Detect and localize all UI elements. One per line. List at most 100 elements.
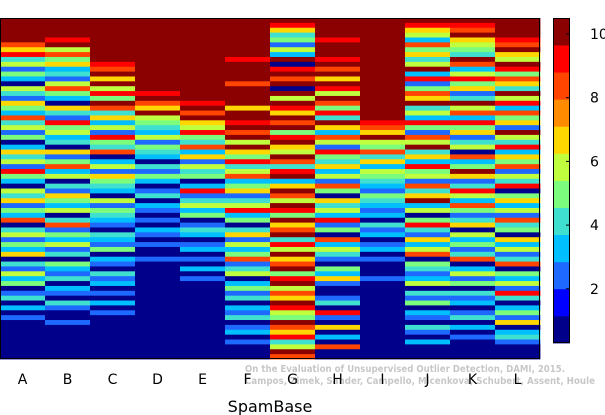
heatmap-cell (270, 227, 316, 233)
heatmap-cell (225, 42, 271, 48)
x-tick-label: I (380, 372, 384, 388)
heatmap-cell (0, 125, 46, 131)
heatmap-cell (405, 324, 451, 331)
heatmap-cell (270, 169, 316, 175)
heatmap-cell (360, 81, 406, 87)
heatmap-cell (495, 81, 541, 87)
heatmap-cell (45, 344, 91, 350)
heatmap-cell (225, 169, 271, 175)
heatmap-cell (405, 18, 451, 24)
heatmap-cell (0, 95, 46, 102)
heatmap-cell (135, 354, 181, 360)
heatmap-cell (495, 100, 541, 107)
heatmap-cell (135, 47, 181, 53)
heatmap-cell (45, 47, 91, 53)
heatmap-cell (180, 276, 226, 282)
heatmap-column-L (495, 18, 541, 360)
heatmap-cell (135, 130, 181, 136)
heatmap-cell (495, 42, 541, 48)
heatmap-cell (135, 139, 181, 146)
heatmap-cell (180, 178, 226, 185)
heatmap-cell (180, 86, 226, 92)
heatmap-cell (315, 154, 361, 160)
heatmap-cell (405, 164, 451, 170)
heatmap-cell (45, 237, 91, 243)
heatmap-cell (180, 100, 226, 107)
heatmap-cell (270, 22, 316, 29)
heatmap-cell (495, 32, 541, 38)
heatmap-cell (270, 315, 316, 321)
heatmap-cell (495, 71, 541, 77)
heatmap-cell (450, 159, 496, 165)
heatmap-cell (450, 71, 496, 77)
heatmap-cell (405, 198, 451, 204)
colorbar-segment (553, 72, 570, 100)
heatmap-cell (180, 320, 226, 326)
x-tick-label: H (332, 372, 343, 388)
heatmap-cell (360, 207, 406, 214)
heatmap-cell (270, 285, 316, 292)
heatmap-cell (135, 144, 181, 150)
heatmap-cell (90, 42, 136, 48)
heatmap-cell (135, 105, 181, 111)
heatmap-cell (495, 105, 541, 111)
heatmap-cell (0, 261, 46, 267)
heatmap-cell (405, 159, 451, 165)
heatmap-cell (45, 320, 91, 326)
heatmap-cell (135, 61, 181, 68)
heatmap-cell (360, 285, 406, 292)
heatmap-cell (0, 173, 46, 180)
heatmap-cell (135, 266, 181, 272)
heatmap-cell (180, 173, 226, 180)
heatmap-cell (405, 266, 451, 272)
heatmap-cell (450, 139, 496, 146)
heatmap-cell (45, 169, 91, 175)
heatmap-cell (0, 27, 46, 34)
heatmap-cell (180, 242, 226, 248)
heatmap-cell (270, 354, 316, 360)
heatmap-cell (135, 178, 181, 185)
heatmap-cell (90, 315, 136, 321)
heatmap-cell (450, 81, 496, 87)
heatmap-cell (270, 266, 316, 272)
heatmap-cell (450, 217, 496, 223)
heatmap-cell (405, 125, 451, 131)
heatmap-cell (180, 130, 226, 136)
heatmap-cell (495, 115, 541, 121)
heatmap-cell (45, 222, 91, 228)
heatmap-cell (45, 349, 91, 355)
heatmap-cell (135, 125, 181, 131)
heatmap-cell (315, 71, 361, 77)
heatmap-cell (450, 52, 496, 58)
heatmap-cell (180, 315, 226, 321)
heatmap-cell (90, 305, 136, 311)
heatmap-cell (315, 130, 361, 136)
heatmap-cell (270, 281, 316, 287)
heatmap-cell (360, 169, 406, 175)
heatmap-cell (360, 354, 406, 360)
heatmap-cell (270, 18, 316, 24)
heatmap-cell (45, 125, 91, 131)
heatmap-cell (270, 91, 316, 97)
heatmap-cell (405, 349, 451, 355)
heatmap-cell (270, 183, 316, 189)
heatmap-cell (180, 354, 226, 360)
heatmap-cell (0, 207, 46, 214)
heatmap-cell (225, 295, 271, 301)
heatmap-cell (225, 27, 271, 34)
heatmap-cell (180, 110, 226, 116)
heatmap-cell (360, 76, 406, 82)
heatmap-cell (90, 110, 136, 116)
heatmap-cell (270, 76, 316, 82)
heatmap-cell (225, 173, 271, 180)
heatmap-cell (270, 144, 316, 150)
heatmap-cell (315, 149, 361, 155)
heatmap-cell (180, 198, 226, 204)
heatmap-cell (405, 237, 451, 243)
heatmap-cell (225, 100, 271, 107)
heatmap-cell (405, 232, 451, 238)
heatmap-cell (450, 32, 496, 38)
heatmap-cell (315, 344, 361, 350)
heatmap-cell (315, 237, 361, 243)
heatmap-cell (180, 222, 226, 228)
